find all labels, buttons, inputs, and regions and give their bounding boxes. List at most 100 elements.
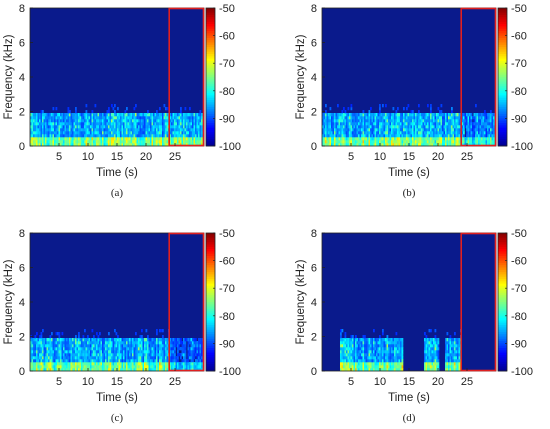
spectrogram-cell bbox=[139, 350, 142, 354]
spectrogram-cell bbox=[196, 131, 199, 135]
spectrogram-cell bbox=[367, 131, 369, 135]
spectrogram-cell bbox=[126, 353, 128, 357]
spectrogram-cell bbox=[132, 338, 134, 342]
spectrogram-cell bbox=[72, 131, 74, 135]
spectrogram-cell bbox=[482, 143, 485, 147]
x-tick-label: 15 bbox=[111, 376, 123, 388]
spectrogram-cell bbox=[470, 140, 473, 144]
spectrogram-cell bbox=[76, 125, 79, 129]
spectrogram-cell bbox=[61, 362, 64, 366]
spectrogram-cell bbox=[445, 365, 447, 369]
spectrogram-cell bbox=[193, 113, 196, 117]
spectrogram-cell bbox=[392, 131, 395, 135]
spectrogram-cell bbox=[454, 128, 456, 132]
spectrogram-cell bbox=[75, 362, 77, 366]
spectrogram-cell bbox=[386, 131, 389, 135]
spectrogram-cell bbox=[449, 125, 452, 129]
spectrogram-cell bbox=[105, 137, 107, 141]
spectrogram-cell bbox=[166, 368, 169, 372]
spectrogram-cell bbox=[434, 362, 437, 366]
x-tick-label: 20 bbox=[140, 151, 152, 163]
spectrogram-cell bbox=[70, 137, 73, 141]
spectrogram-cell bbox=[195, 140, 197, 144]
spectrogram-cell bbox=[55, 338, 58, 342]
spectrogram-cell bbox=[445, 350, 447, 354]
panel-caption: (c) bbox=[111, 412, 124, 424]
spectrogram-cell bbox=[428, 137, 431, 141]
spectrogram-cell bbox=[418, 104, 420, 108]
spectrogram-cell bbox=[449, 347, 452, 351]
spectrogram-cell bbox=[445, 368, 447, 372]
spectrogram-cell bbox=[335, 128, 338, 132]
spectrogram-cell bbox=[108, 332, 110, 336]
spectrogram-cell bbox=[352, 125, 354, 129]
spectrogram-cell bbox=[55, 359, 58, 363]
spectrogram-cell bbox=[129, 122, 131, 126]
spectrogram-cell bbox=[353, 137, 356, 141]
spectrogram-cell bbox=[365, 338, 368, 342]
spectrogram-cell bbox=[160, 356, 163, 360]
spectrogram-cell bbox=[58, 338, 61, 342]
spectrogram-cell bbox=[394, 362, 396, 366]
spectrogram-cell bbox=[397, 128, 399, 132]
spectrogram-cell bbox=[174, 338, 176, 342]
spectrogram-cell bbox=[109, 140, 112, 144]
spectrogram-cell bbox=[403, 134, 405, 138]
spectrogram-cell bbox=[398, 113, 401, 117]
spectrogram-cell bbox=[76, 341, 79, 345]
spectrogram-cell bbox=[431, 356, 434, 360]
spectrogram-cell bbox=[174, 134, 176, 138]
spectrogram-cell bbox=[111, 350, 113, 354]
colorbar-segment bbox=[206, 354, 215, 358]
spectrogram-cell bbox=[112, 143, 115, 147]
spectrogram-cell bbox=[45, 368, 47, 372]
spectrogram-cell bbox=[190, 341, 193, 345]
y-tick-label: 8 bbox=[311, 228, 317, 240]
spectrogram-cell bbox=[159, 362, 161, 366]
spectrogram-cell bbox=[136, 368, 139, 372]
y-tick-label: 6 bbox=[311, 263, 317, 275]
spectrogram-cell bbox=[67, 140, 70, 144]
spectrogram-cell bbox=[343, 143, 345, 147]
spectrogram-cell bbox=[352, 137, 354, 141]
spectrogram-cell bbox=[163, 116, 166, 120]
spectrogram-cell bbox=[463, 119, 465, 123]
colorbar-segment bbox=[498, 93, 507, 96]
spectrogram-cell bbox=[355, 362, 357, 366]
spectrogram-cell bbox=[407, 125, 410, 129]
spectrogram-cell bbox=[178, 347, 181, 351]
spectrogram-cell bbox=[105, 128, 107, 132]
spectrogram-cell bbox=[389, 116, 392, 120]
colorbar-segment bbox=[498, 90, 507, 94]
spectrogram-cell bbox=[370, 131, 372, 135]
spectrogram-cell bbox=[192, 125, 194, 129]
spectrogram-cell bbox=[145, 356, 148, 360]
spectrogram-cell bbox=[58, 356, 61, 360]
x-tick-label: 10 bbox=[82, 376, 94, 388]
spectrogram-cell bbox=[457, 338, 459, 342]
spectrogram-cell bbox=[473, 140, 476, 144]
spectrogram-cell bbox=[183, 125, 185, 129]
spectrogram-cell bbox=[413, 128, 416, 132]
spectrogram-cell bbox=[485, 134, 488, 138]
spectrogram-cell bbox=[335, 116, 338, 120]
spectrogram-cell bbox=[490, 143, 492, 147]
spectrogram-cell bbox=[433, 365, 435, 369]
spectrogram-cell bbox=[491, 143, 494, 147]
spectrogram-cell bbox=[151, 122, 154, 126]
spectrogram-cell bbox=[352, 143, 354, 147]
spectrogram-cell bbox=[142, 122, 145, 126]
spectrogram-cell bbox=[76, 128, 79, 132]
spectrogram-cell bbox=[60, 122, 62, 126]
spectrogram-cell bbox=[175, 122, 178, 126]
spectrogram-cell bbox=[87, 341, 89, 345]
spectrogram-cell bbox=[397, 122, 399, 126]
spectrogram-cell bbox=[135, 140, 137, 144]
spectrogram-cell bbox=[439, 113, 441, 117]
spectrogram-cell bbox=[123, 359, 125, 363]
spectrogram-cell bbox=[48, 116, 50, 120]
spectrogram-cell bbox=[135, 365, 137, 369]
spectrogram-cell bbox=[189, 341, 191, 345]
spectrogram-cell bbox=[132, 131, 134, 135]
spectrogram-cell bbox=[82, 347, 85, 351]
